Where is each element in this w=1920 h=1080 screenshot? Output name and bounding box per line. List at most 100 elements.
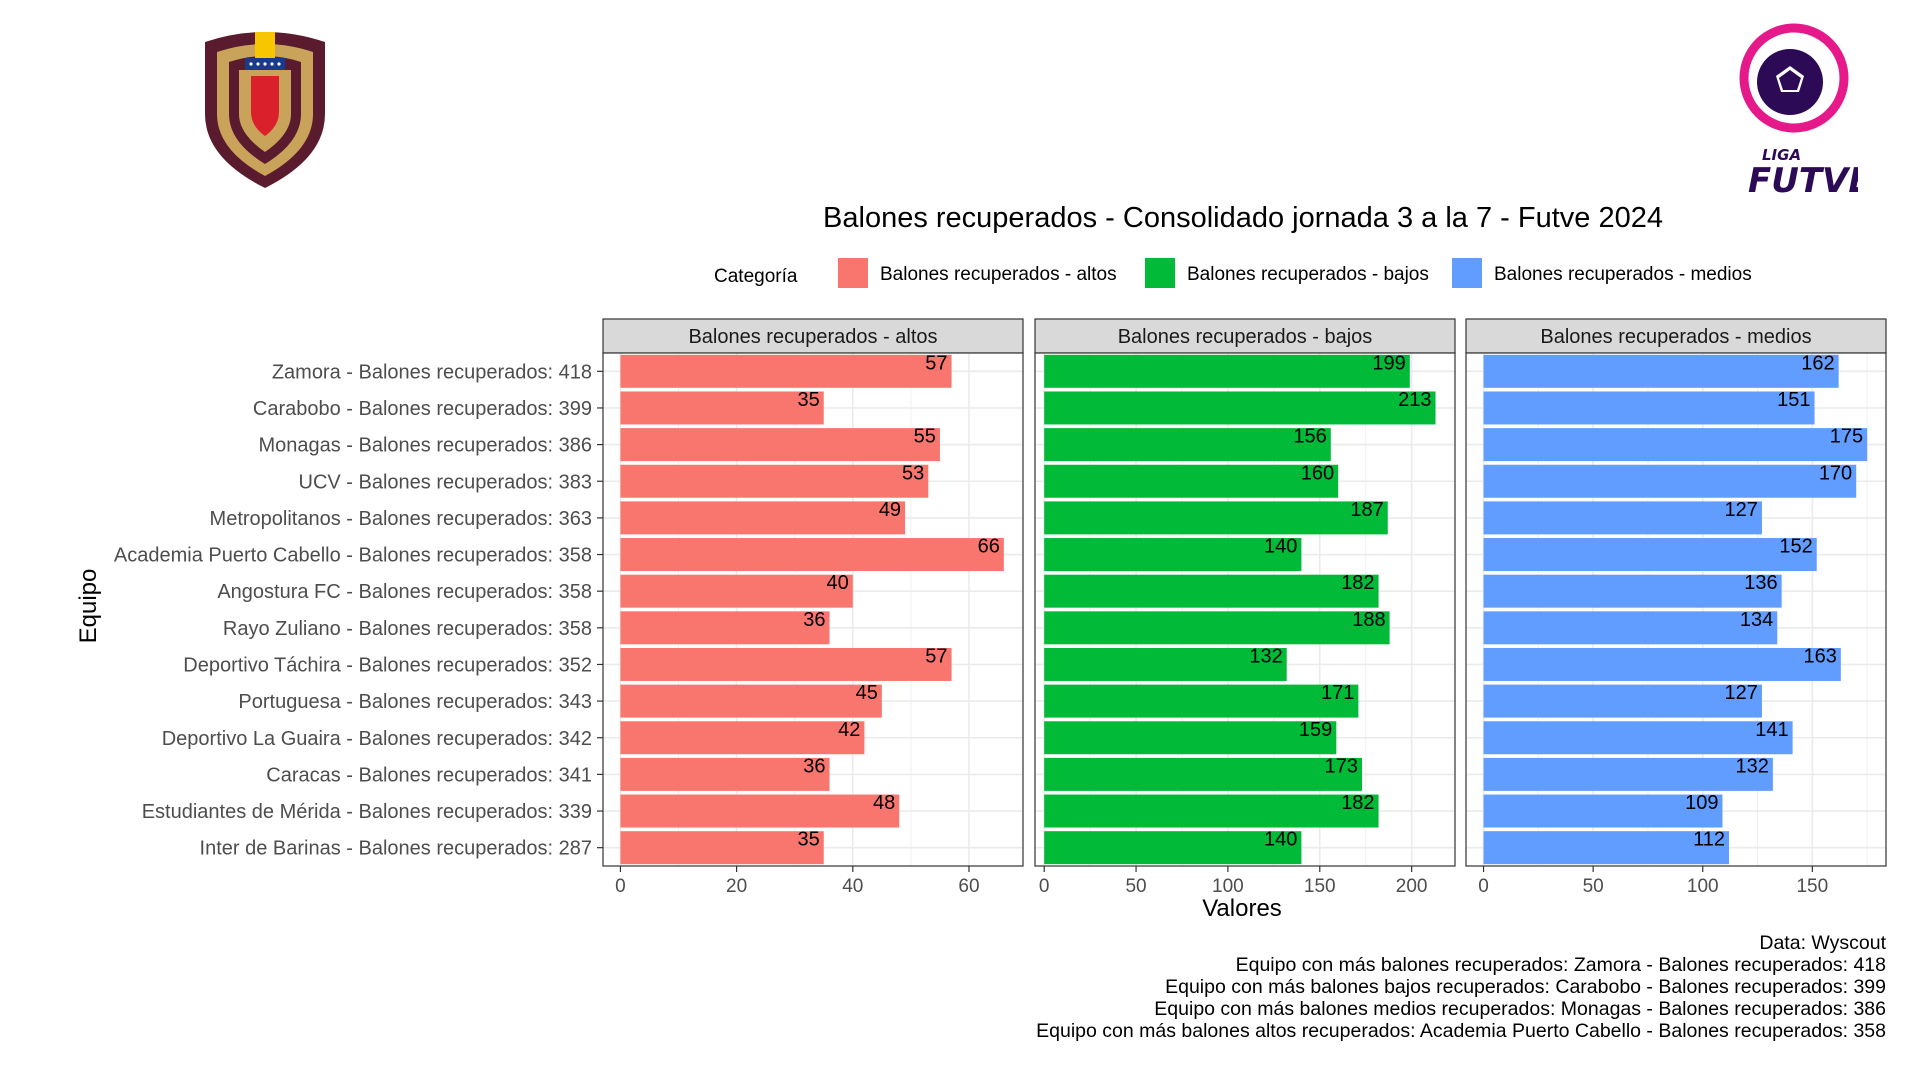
bar <box>1483 501 1762 535</box>
y-tick-label: Academia Puerto Cabello - Balones recupe… <box>114 545 592 567</box>
bar <box>1044 538 1302 572</box>
data-label: 162 <box>1801 352 1834 374</box>
bar <box>620 391 824 425</box>
legend-key <box>1452 258 1482 288</box>
bar <box>620 831 824 865</box>
x-tick-label: 150 <box>1796 876 1828 897</box>
x-tick-label: 50 <box>1583 876 1604 897</box>
data-label: 188 <box>1352 609 1385 631</box>
bar <box>620 501 906 535</box>
panel-border <box>1034 352 1456 867</box>
data-label: 140 <box>1264 829 1297 851</box>
bar <box>620 647 952 681</box>
y-axis-labels: Zamora - Balones recuperados: 418 Carabob… <box>114 361 603 860</box>
bar <box>1044 354 1410 388</box>
caption-line: Equipo con más balones recuperados: Zamo… <box>1236 954 1886 976</box>
x-tick-label: 200 <box>1396 876 1428 897</box>
bar <box>1483 757 1773 791</box>
bar <box>1044 794 1379 828</box>
data-label: 160 <box>1301 462 1334 484</box>
y-tick-label: Caracas - Balones recuperados: 341 <box>266 764 592 786</box>
data-label: 127 <box>1725 499 1758 521</box>
bar <box>620 757 830 791</box>
caption-line: Data: Wyscout <box>1759 932 1886 954</box>
data-label: 134 <box>1740 609 1773 631</box>
y-tick-label: Angostura FC - Balones recuperados: 358 <box>217 581 592 603</box>
y-tick-label: Monagas - Balones recuperados: 386 <box>258 435 592 457</box>
legend-key <box>838 258 868 288</box>
legend-label: Balones recuperados - altos <box>880 264 1117 285</box>
y-tick-label: UCV - Balones recuperados: 383 <box>299 471 593 493</box>
bar <box>1044 501 1388 535</box>
facet-strip <box>1034 318 1456 354</box>
data-label: 36 <box>803 755 825 777</box>
data-label: 35 <box>797 389 819 411</box>
caption-line: Equipo con más balones bajos recuperados… <box>1165 976 1886 998</box>
caption-line: Equipo con más balones medios recuperado… <box>1154 998 1886 1020</box>
data-label: 57 <box>925 645 947 667</box>
data-label: 42 <box>838 719 860 741</box>
bar <box>1483 574 1782 608</box>
legend-key <box>1145 258 1175 288</box>
bar <box>1044 428 1331 462</box>
data-label: 127 <box>1725 682 1758 704</box>
data-label: 132 <box>1249 645 1282 667</box>
data-label: 173 <box>1325 755 1358 777</box>
legend-title: Categoría <box>714 266 798 287</box>
bar <box>1044 647 1287 681</box>
facet-strip <box>602 318 1024 354</box>
data-label: 53 <box>902 462 924 484</box>
bar <box>1044 831 1302 865</box>
x-tick-label: 40 <box>842 876 863 897</box>
y-tick-label: Carabobo - Balones recuperados: 399 <box>253 398 592 420</box>
facet-strip-label: Balones recuperados - altos <box>688 326 937 348</box>
x-axis-title: Valores <box>1202 895 1282 922</box>
bar <box>1483 538 1817 572</box>
legend: Categoría Balones recuperados - altos Balo… <box>714 258 1752 288</box>
data-label: 49 <box>879 499 901 521</box>
bar <box>1483 794 1723 828</box>
data-label: 182 <box>1341 572 1374 594</box>
data-label: 171 <box>1321 682 1354 704</box>
data-label: 170 <box>1819 462 1852 484</box>
liga-futve-logo: LIGA FUTVE <box>1728 22 1872 201</box>
bar <box>1044 464 1339 498</box>
data-label: 55 <box>914 426 936 448</box>
chart-title: Balones recuperados - Consolidado jornad… <box>823 202 1663 234</box>
facet-panel: Balones recuperados - medios 162 151 175 170… <box>1465 318 1887 897</box>
x-tick-label: 20 <box>726 876 747 897</box>
y-axis-title: Equipo <box>75 569 102 644</box>
data-label: 66 <box>978 536 1000 558</box>
y-tick-label: Portuguesa - Balones recuperados: 343 <box>238 691 592 713</box>
y-tick-label: Zamora - Balones recuperados: 418 <box>272 361 592 383</box>
bar <box>1483 684 1762 718</box>
facet-strip-label: Balones recuperados - bajos <box>1118 326 1373 348</box>
facet-strip <box>1465 318 1887 354</box>
bar <box>1044 574 1379 608</box>
data-label: 132 <box>1736 755 1769 777</box>
bar <box>1483 647 1841 681</box>
bar <box>620 464 929 498</box>
data-label: 213 <box>1398 389 1431 411</box>
x-tick-label: 100 <box>1687 876 1719 897</box>
panel-border <box>1465 352 1887 867</box>
bar <box>620 794 900 828</box>
bar <box>1483 354 1839 388</box>
data-label: 156 <box>1293 426 1326 448</box>
data-label: 40 <box>827 572 849 594</box>
bar <box>1483 831 1730 865</box>
liga-logo-small-text: LIGA <box>1762 146 1801 164</box>
data-label: 140 <box>1264 536 1297 558</box>
x-tick-label: 0 <box>615 876 626 897</box>
data-label: 45 <box>856 682 878 704</box>
data-label: 112 <box>1693 829 1725 851</box>
bar <box>1044 721 1337 755</box>
bar <box>620 428 940 462</box>
data-label: 182 <box>1341 792 1374 814</box>
x-tick-label: 100 <box>1212 876 1244 897</box>
panel-border <box>602 352 1024 867</box>
